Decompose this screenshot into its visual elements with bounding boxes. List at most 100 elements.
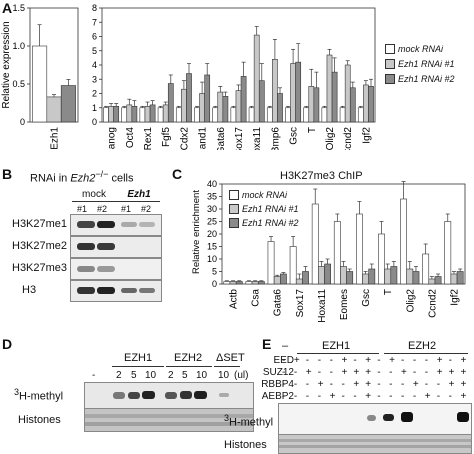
pm-cell: - <box>293 379 298 390</box>
y-tick-label: 5 <box>212 267 217 277</box>
pm-cell: + <box>401 367 407 378</box>
bar-gsc-s1 <box>356 213 363 285</box>
pm-cell: + <box>341 355 348 366</box>
row-label: H3K27me1 <box>12 218 68 230</box>
pm-cell: + <box>365 367 372 378</box>
panel-b-label: B <box>2 166 13 182</box>
pm-cell: - <box>412 355 417 366</box>
group-dset-label: ΔSET <box>216 352 245 364</box>
bar-sox17-s1 <box>289 246 297 285</box>
legend-swatch <box>229 204 239 214</box>
pm-cell: - <box>436 391 441 402</box>
category-label: Hand1 <box>198 127 209 150</box>
pm-cell: - <box>389 367 393 378</box>
blot-h3k27me3 <box>70 258 162 280</box>
pm-cell: - <box>317 367 322 378</box>
pm-row: - + - - - + - + - + - - - + - + <box>280 355 472 367</box>
category-label: Gata6 <box>273 289 284 317</box>
legend-item-rnai2: Ezh1 RNAi #2 <box>385 74 455 84</box>
bar-sox17-s3 <box>302 271 309 285</box>
histones-label: Histones <box>224 439 267 451</box>
bar-t-s2 <box>384 268 392 285</box>
panel-c-label: C <box>172 166 183 182</box>
bar-csa-s1 <box>245 281 253 285</box>
panel-a-label: A <box>2 0 13 16</box>
group-ezh1-label: Ezh1 <box>127 189 151 200</box>
pm-cell: - <box>353 391 357 402</box>
category-label: Ccnd2 <box>343 127 354 150</box>
pm-cell: + <box>389 355 395 366</box>
pm-cell: - <box>305 379 310 390</box>
pm-cell: - <box>293 367 298 378</box>
panel-a-chart: 0 0.5 1.0 1.5 Ezh1 Relative expression 0 1 2 3 4 5… <box>1 3 376 150</box>
group-underline <box>166 366 212 367</box>
blot-h3k27me2 <box>70 236 162 258</box>
pm-cell: - <box>377 379 381 390</box>
bar-sox17-s2 <box>295 278 303 285</box>
y-tick-label: 5 <box>92 46 97 56</box>
histones-gel-e <box>278 434 472 454</box>
bar-t-s3 <box>390 266 398 285</box>
pm-cell: - <box>424 355 429 366</box>
legend-item-mock: mock RNAi <box>385 44 455 54</box>
pm-cell: - <box>329 355 333 366</box>
pm-cell: - <box>377 391 381 402</box>
pm-cell: - <box>424 379 429 390</box>
group-ezh1-label: EZH1 <box>124 352 153 364</box>
pm-cell: + <box>365 355 372 366</box>
y-axis-label: Relative enrichment <box>191 190 202 274</box>
category-label: Igf2 <box>449 289 460 306</box>
legend-item-rnai1: Ezh1 RNAi #1 <box>385 59 455 69</box>
lane-label: 2 <box>116 370 122 381</box>
y-tick-label: 0 <box>20 117 25 127</box>
pm-cell: + <box>460 391 467 402</box>
bar-hoxa11-s1 <box>311 203 319 285</box>
y-tick-label: 0 <box>92 117 97 127</box>
bar-olig2-s3 <box>412 271 420 285</box>
bar-eomes-s3 <box>346 271 354 285</box>
lane-label: #2 <box>97 204 108 214</box>
bar-igf2-s1 <box>444 221 452 285</box>
pm-cell: - <box>424 367 429 378</box>
category-label: Igf2 <box>361 127 372 144</box>
group-underline <box>214 366 240 367</box>
y-tick-label: 2 <box>92 89 97 99</box>
bar-gata6-s3 <box>280 273 287 285</box>
y-tick-label: 3 <box>92 74 97 84</box>
panel-c-chart: 0 5 10 15 20 25 30 35 40 Actb Csa Gata6 Sox17 Hoxa11 E… <box>191 179 466 323</box>
pm-cell: - <box>341 379 345 390</box>
group-underline <box>72 201 160 202</box>
lane-label: 5 <box>182 370 188 381</box>
legend-swatch <box>385 44 395 54</box>
lane-label: 2 <box>168 370 174 381</box>
pm-cell: + <box>448 367 455 378</box>
dash-label: – <box>282 340 289 352</box>
y-tick-label: 25 <box>207 217 217 227</box>
y-tick-label: 1.0 <box>12 41 25 51</box>
pm-cell: - <box>282 355 286 366</box>
pm-cell: + <box>365 379 372 390</box>
pm-cell: - <box>448 355 452 366</box>
pm-cell: - <box>377 367 381 378</box>
group-underline <box>112 366 164 367</box>
pm-cell: - <box>341 391 345 402</box>
bar-olig2-s1 <box>400 198 407 285</box>
group-ezh2-label: EZH2 <box>408 340 437 352</box>
pm-cell: + <box>436 367 443 378</box>
legend-item-rnai2: Ezh1 RNAi #2 <box>229 218 299 228</box>
pm-cell: + <box>293 355 300 366</box>
category-label: Actb <box>229 289 240 309</box>
blot-h3 <box>70 280 162 302</box>
unit-label: (ul) <box>234 370 249 381</box>
row-labels-e: EED SUZ12 RBBP4 AEBP2 <box>261 355 294 402</box>
pm-cell: - <box>353 355 357 366</box>
bar-ccnd2-s1 <box>422 253 430 285</box>
pm-cell: + <box>460 379 467 390</box>
category-label: Olig2 <box>405 289 416 313</box>
histones-label: Histones <box>18 414 61 426</box>
bar-igf2-s3 <box>456 271 464 285</box>
category-label: Sox17 <box>234 127 245 150</box>
y-tick-label: 6 <box>92 32 97 42</box>
panel-b-title: RNAi in Ezh2−/− cells <box>30 169 134 185</box>
pm-cell: - <box>317 391 322 402</box>
